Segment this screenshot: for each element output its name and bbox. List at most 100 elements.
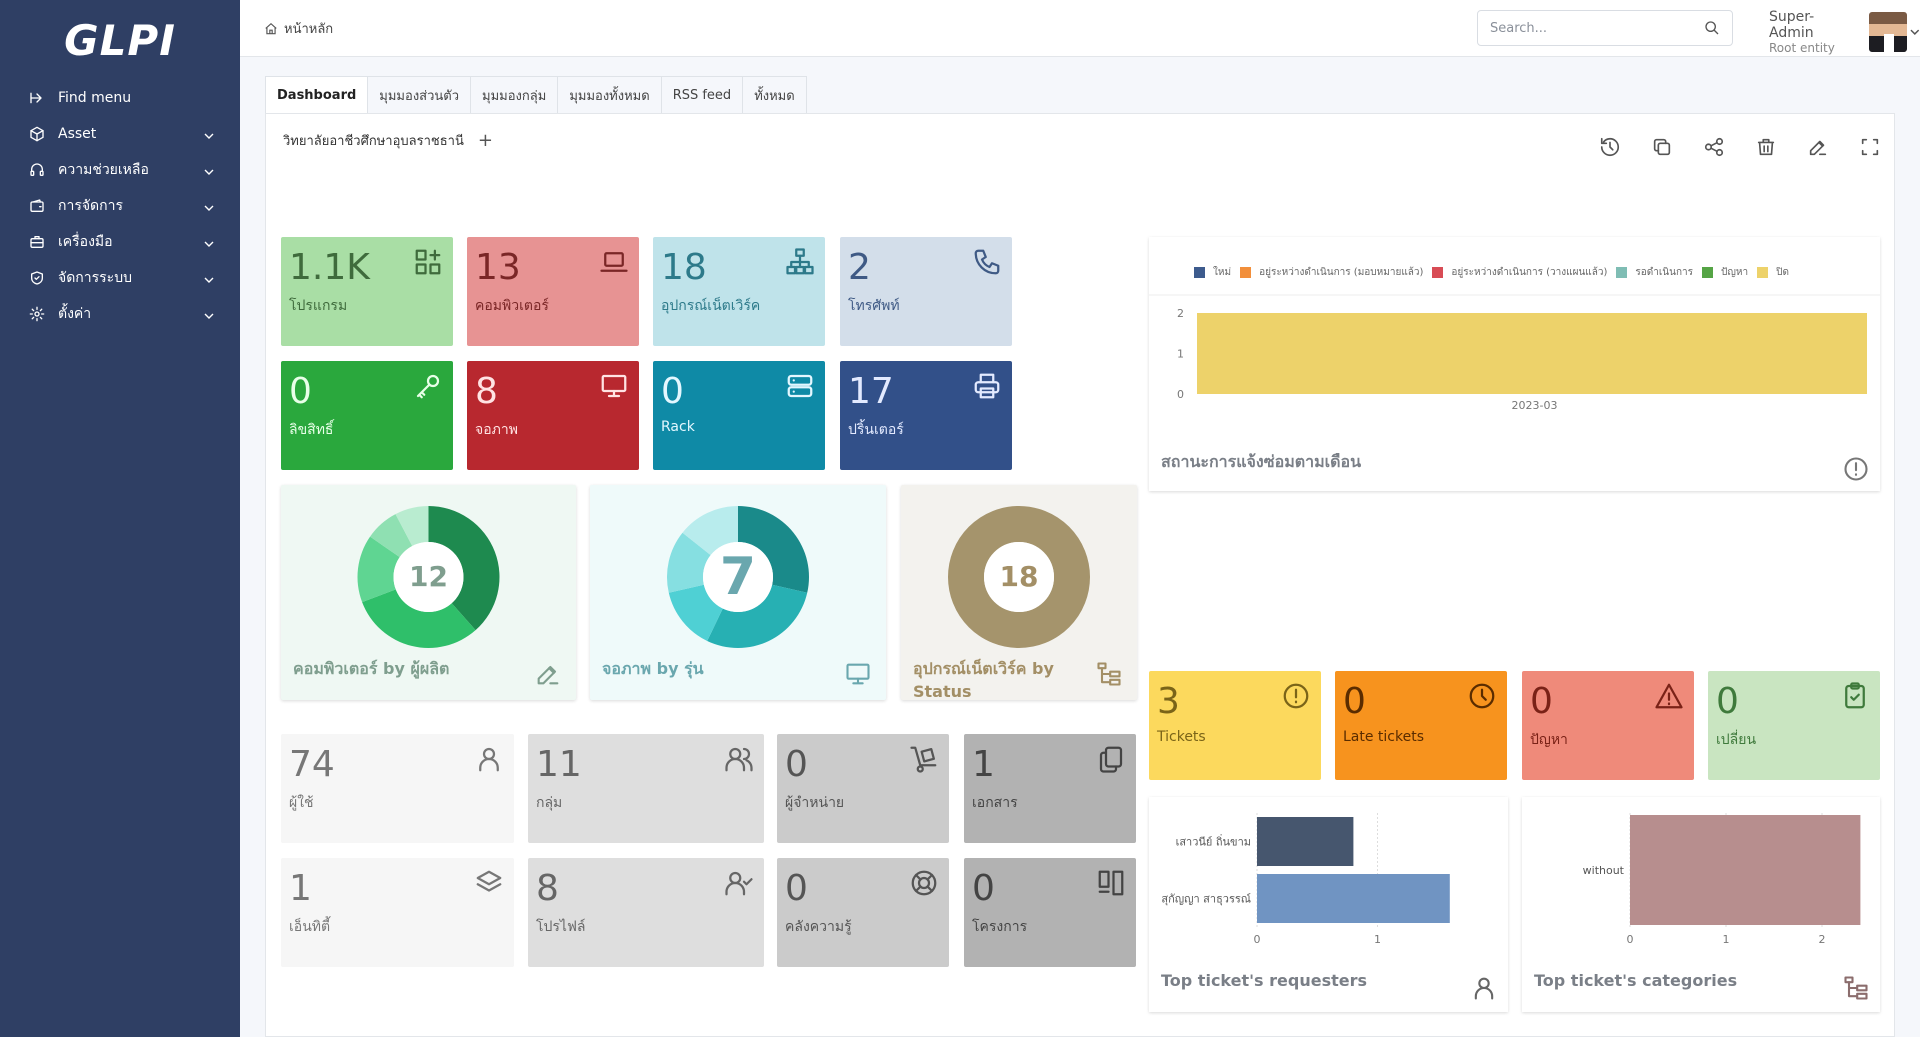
box-icon	[28, 125, 46, 143]
tab[interactable]: Dashboard	[265, 76, 368, 114]
stat-value: 8	[475, 371, 498, 412]
printer-icon	[972, 371, 1002, 401]
stat-card[interactable]: 0 Late tickets	[1335, 671, 1507, 780]
legend-label: อยู่ระหว่างดำเนินการ (มอบหมายแล้ว)	[1259, 267, 1424, 278]
legend-item[interactable]: รอดำเนินการ	[1616, 265, 1693, 280]
sidebar-item[interactable]: การจัดการ	[0, 188, 240, 224]
donut-center-value: 18	[999, 560, 1039, 593]
share-icon[interactable]	[1702, 135, 1726, 159]
stat-card[interactable]: 1.1K โปรแกรม	[281, 237, 453, 346]
user-menu[interactable]: Super-Admin Root entity	[1769, 9, 1920, 55]
donut-slice	[668, 584, 723, 641]
sidebar-item[interactable]: ความช่วยเหลือ	[0, 152, 240, 188]
user-icon[interactable]	[1470, 974, 1498, 1006]
search-icon[interactable]	[1704, 20, 1720, 36]
stat-card[interactable]: 0 ลิขสิทธิ์	[281, 361, 453, 470]
server-icon	[785, 371, 815, 401]
stat-label: Tickets	[1157, 729, 1206, 745]
stat-value: 13	[475, 247, 521, 288]
dashboard-name[interactable]: วิทยาลัยอาชีวศึกษาอุบลราชธานี	[283, 134, 464, 149]
sidebar-item[interactable]: Find menu	[0, 80, 240, 116]
stat-card[interactable]: 1 เอ็นทิตี้	[281, 858, 514, 967]
tab[interactable]: RSS feed	[660, 76, 743, 114]
fullscreen-icon[interactable]	[1858, 135, 1882, 159]
copy-icon[interactable]	[1650, 135, 1674, 159]
chart-bar	[1197, 313, 1867, 394]
donut-slice	[707, 584, 808, 649]
dolly-icon	[909, 744, 939, 774]
tab[interactable]: ทั้งหมด	[742, 76, 807, 114]
breadcrumb-home[interactable]: หน้าหลัก	[284, 22, 334, 37]
stat-value: 1	[289, 868, 312, 909]
stat-card[interactable]: 13 คอมพิวเตอร์	[467, 237, 639, 346]
legend-item[interactable]: ปิด	[1757, 265, 1789, 280]
search-input[interactable]	[1490, 20, 1704, 36]
edit-icon[interactable]	[1806, 135, 1830, 159]
wallet-icon	[28, 197, 46, 215]
tab[interactable]: มุมมองทั้งหมด	[557, 76, 661, 114]
donut-title: จอภาพ by รุ่น	[602, 659, 704, 678]
trash-icon[interactable]	[1754, 135, 1778, 159]
sidebar-item[interactable]: Asset	[0, 116, 240, 152]
stat-card[interactable]: 11 กลุ่ม	[528, 734, 764, 843]
stat-card[interactable]: 2 โทรศัพท์	[840, 237, 1012, 346]
stat-card[interactable]: 0 Rack	[653, 361, 825, 470]
sidebar-item[interactable]: จัดการระบบ	[0, 260, 240, 296]
legend-item[interactable]: อยู่ระหว่างดำเนินการ (วางแผนแล้ว)	[1432, 265, 1607, 280]
stat-card[interactable]: 0 โครงการ	[964, 858, 1136, 967]
chevron-down-icon	[204, 273, 214, 283]
sidebar-item-label: Find menu	[58, 90, 132, 106]
phone-icon	[972, 247, 1002, 277]
legend-item[interactable]: ปัญหา	[1702, 265, 1748, 280]
stat-card[interactable]: 0 เปลี่ยน	[1708, 671, 1880, 780]
tab[interactable]: มุมมองส่วนตัว	[367, 76, 471, 114]
sidebar-item-label: เครื่องมือ	[58, 234, 113, 250]
stat-value: 8	[536, 868, 559, 909]
donut-center-value: 12	[409, 560, 448, 593]
stat-card[interactable]: 8 จอภาพ	[467, 361, 639, 470]
dashboard-selector[interactable]: วิทยาลัยอาชีวศึกษาอุบลราชธานี +	[283, 130, 493, 151]
chevron-down-icon	[204, 201, 214, 211]
stat-card[interactable]: 17 ปริ้นเตอร์	[840, 361, 1012, 470]
stat-card[interactable]: 1 เอกสาร	[964, 734, 1136, 843]
x-tick-label: 2023-03	[1512, 399, 1558, 412]
glpi-logo[interactable]: GLPI	[64, 15, 176, 65]
sidebar-item-label: Asset	[58, 126, 97, 142]
sidebar-item-label: ความช่วยเหลือ	[58, 162, 149, 178]
stat-card[interactable]: 8 โปรไฟล์	[528, 858, 764, 967]
history-icon[interactable]	[1598, 135, 1622, 159]
stat-card[interactable]: 74 ผู้ใช้	[281, 734, 514, 843]
legend-item[interactable]: ใหม่	[1194, 265, 1231, 280]
avatar[interactable]	[1868, 12, 1908, 52]
hierarchy-icon[interactable]	[1842, 974, 1870, 1006]
legend-item[interactable]: อยู่ระหว่างดำเนินการ (มอบหมายแล้ว)	[1240, 265, 1423, 280]
legend-label: ปัญหา	[1721, 267, 1749, 278]
add-dashboard-button[interactable]: +	[477, 130, 493, 151]
stat-value: 1.1K	[289, 247, 370, 288]
top-chart: 0 1 เสาวนีย์ ถิ่นขาม สุกัญญา สาธุวรรณ์ Top t…	[1149, 797, 1508, 1012]
monitor-icon[interactable]	[844, 660, 872, 688]
stat-card[interactable]: 18 อุปกรณ์เน็ตเวิร์ค	[653, 237, 825, 346]
stat-card[interactable]: 0 ปัญหา	[1522, 671, 1694, 780]
stat-card[interactable]: 3 Tickets	[1149, 671, 1321, 780]
gear-icon	[28, 305, 46, 323]
stat-value: 0	[1343, 681, 1366, 722]
stat-card[interactable]: 0 ผู้จำหน่าย	[777, 734, 949, 843]
search-box	[1477, 10, 1733, 46]
stat-value: 1	[972, 744, 995, 785]
sidebar-item-label: การจัดการ	[58, 198, 124, 214]
stat-card[interactable]: 0 คลังความรู้	[777, 858, 949, 967]
tab[interactable]: มุมมองกลุ่ม	[470, 76, 558, 114]
hierarchy-icon[interactable]	[1095, 660, 1123, 688]
breadcrumb[interactable]: หน้าหลัก	[264, 18, 333, 39]
apps-icon	[413, 247, 443, 277]
y-tick-label: 2	[1177, 307, 1184, 320]
sidebar-item[interactable]: เครื่องมือ	[0, 224, 240, 260]
edit-icon[interactable]	[534, 660, 562, 688]
stat-label: จอภาพ	[475, 422, 518, 438]
files-icon	[1096, 744, 1126, 774]
alert-circle-icon[interactable]	[1842, 455, 1870, 487]
chevron-down-icon[interactable]	[1910, 27, 1920, 37]
sidebar-item[interactable]: ตั้งค่า	[0, 296, 240, 332]
stat-value: 0	[289, 371, 312, 412]
